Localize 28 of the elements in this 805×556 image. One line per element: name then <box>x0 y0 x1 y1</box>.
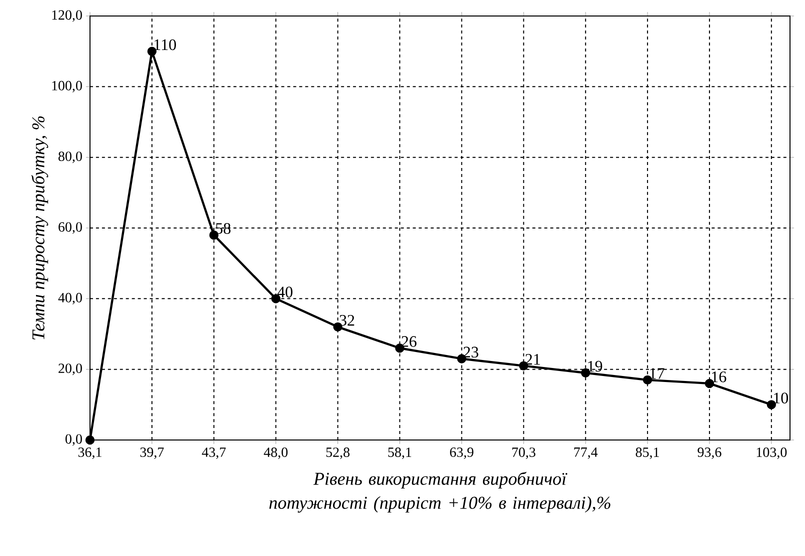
x-tick-label: 93,6 <box>698 448 722 459</box>
x-tick-label: 48,0 <box>264 448 288 459</box>
x-tick-label: 70,3 <box>512 448 536 459</box>
y-axis-title: Темпи приросту прибутку, % <box>31 116 48 340</box>
y-tick-label: 20,0 <box>58 364 82 376</box>
data-label: 40 <box>277 286 292 298</box>
y-tick-label: 40,0 <box>58 292 82 304</box>
x-tick-label: 77,4 <box>574 448 598 459</box>
x-tick-label: 52,8 <box>326 448 350 459</box>
data-label: 10 <box>774 392 788 404</box>
data-label: 110 <box>154 39 176 50</box>
x-tick-label: 103,0 <box>756 448 787 459</box>
data-label: 19 <box>588 360 602 372</box>
data-label: 32 <box>340 314 354 326</box>
point <box>85 435 95 445</box>
y-tick-label: 100,0 <box>52 80 82 92</box>
x-tick-label: 43,7 <box>202 448 226 459</box>
data-label: 16 <box>712 372 726 382</box>
x-tick-label: 63,9 <box>450 448 474 459</box>
y-tick-label: 60,0 <box>58 222 82 234</box>
x-tick-label: 36,1 <box>78 448 102 459</box>
y-tick-label: 120,0 <box>52 10 82 22</box>
x-tick-label: 85,1 <box>636 448 659 459</box>
x-axis-title: Рівень використання виробничої потужності (приріст +10% в інтервалі),% <box>269 472 610 513</box>
x-tick-label: 39,7 <box>140 448 164 459</box>
y-tick-label: 80,0 <box>58 152 82 164</box>
x-tick-label: 58,1 <box>388 448 412 459</box>
y-tick-label: 0,0 <box>66 434 82 446</box>
